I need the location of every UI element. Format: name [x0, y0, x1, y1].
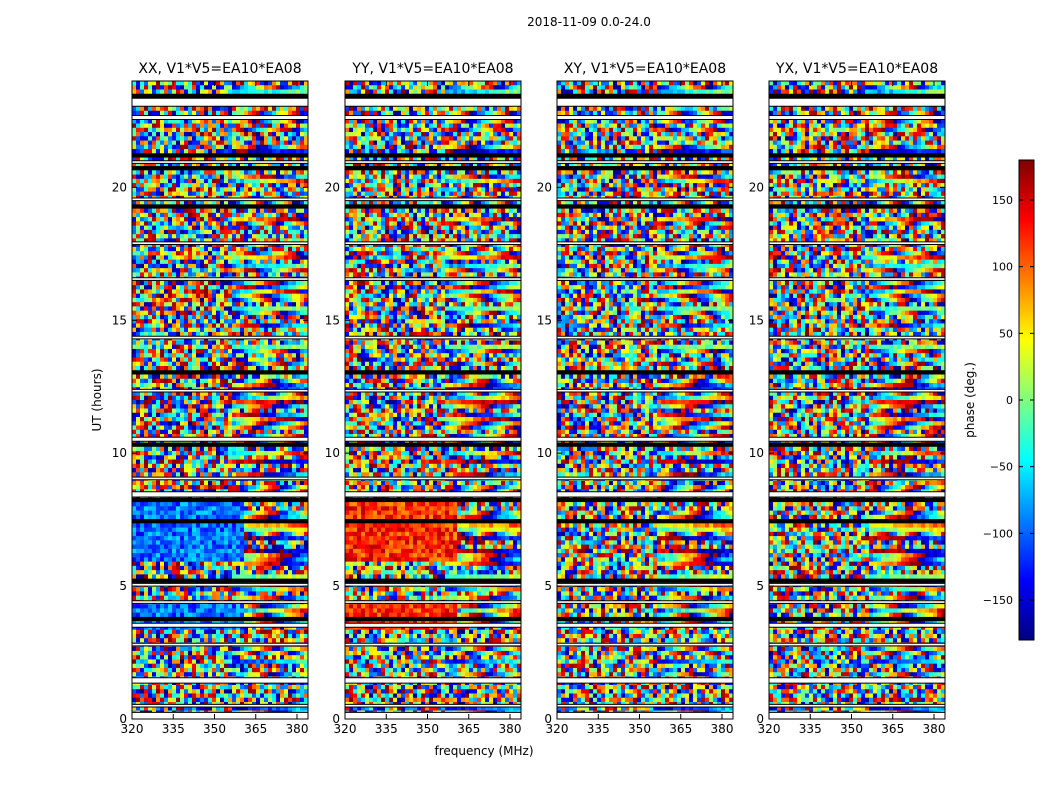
flagged-band	[769, 678, 945, 683]
flagged-band	[132, 437, 308, 441]
x-tick-label: 365	[669, 722, 692, 736]
flagged-band	[769, 712, 945, 719]
y-tick-label: 5	[544, 579, 552, 593]
colorbar-label: phase (deg.)	[963, 362, 977, 438]
flagged-band	[769, 116, 945, 120]
y-tick-label: 15	[537, 313, 552, 327]
flagged-band	[132, 678, 308, 683]
x-tick-label: 365	[881, 722, 904, 736]
x-tick-label: 335	[162, 722, 185, 736]
x-tick-label: 380	[711, 722, 734, 736]
y-tick-label: 20	[112, 180, 127, 194]
flagged-band	[557, 712, 733, 719]
panel-title: YY, V1*V5=EA10*EA08	[351, 61, 513, 77]
panel-title: XX, V1*V5=EA10*EA08	[138, 61, 301, 77]
y-tick-label: 20	[537, 180, 552, 194]
x-tick-label: 350	[416, 722, 439, 736]
y-tick-label: 10	[325, 446, 340, 460]
phase-image	[345, 81, 521, 719]
x-tick-label: 350	[628, 722, 651, 736]
flagged-band	[769, 492, 945, 497]
y-tick-label: 10	[537, 446, 552, 460]
y-tick-label: 15	[325, 313, 340, 327]
flagged-band	[345, 437, 521, 441]
flagged-band	[345, 678, 521, 683]
colorbar-tick-label: −100	[983, 527, 1013, 540]
flagged-band	[345, 98, 521, 106]
flagged-band	[557, 437, 733, 441]
flagged-band	[132, 116, 308, 120]
flagged-band	[345, 623, 521, 627]
phase-image	[769, 81, 945, 719]
y-tick-label: 5	[332, 579, 340, 593]
flagged-band	[557, 678, 733, 683]
colorbar: 150 100 50 0 −50 −100 −150 phase (deg.)	[963, 160, 1034, 640]
colorbar-tick-label: 0	[1006, 394, 1013, 407]
y-tick-label: 5	[119, 579, 127, 593]
x-tick-label: 380	[286, 722, 309, 736]
flagged-band	[769, 437, 945, 441]
flagged-band	[345, 492, 521, 497]
flagged-band	[132, 712, 308, 719]
y-tick-label: 15	[112, 313, 127, 327]
x-tick-label: 350	[203, 722, 226, 736]
colorbar-tick-label: −150	[983, 594, 1013, 607]
x-tick-label: 365	[244, 722, 267, 736]
x-tick-label: 335	[587, 722, 610, 736]
panel-title: XY, V1*V5=EA10*EA08	[564, 61, 726, 77]
y-tick-label: 20	[749, 180, 764, 194]
y-tick-label: 5	[756, 579, 764, 593]
x-tick-label: 365	[457, 722, 480, 736]
x-axis-label: frequency (MHz)	[434, 744, 533, 758]
phase-image	[557, 81, 733, 719]
flagged-band	[769, 98, 945, 106]
flagged-band	[132, 98, 308, 106]
x-tick-label: 335	[375, 722, 398, 736]
y-tick-label: 0	[544, 712, 552, 726]
x-tick-label: 380	[499, 722, 522, 736]
flagged-band	[132, 492, 308, 497]
flagged-band	[557, 492, 733, 497]
panel-title: YX, V1*V5=EA10*EA08	[775, 61, 938, 77]
y-tick-label: 20	[325, 180, 340, 194]
y-tick-label: 0	[756, 712, 764, 726]
x-tick-label: 350	[840, 722, 863, 736]
colorbar-tick-label: −50	[990, 461, 1013, 474]
y-tick-label: 10	[112, 446, 127, 460]
colorbar-tick-label: 100	[992, 261, 1013, 274]
colorbar-tick-label: 50	[999, 327, 1013, 340]
flagged-band	[557, 98, 733, 106]
flagged-band	[769, 623, 945, 627]
flagged-band	[132, 623, 308, 627]
colorbar-tick-label: 150	[992, 194, 1013, 207]
y-axis-label: UT (hours)	[90, 368, 104, 431]
x-tick-label: 380	[923, 722, 946, 736]
figure-title: 2018-11-09 0.0-24.0	[527, 15, 651, 29]
x-tick-label: 335	[799, 722, 822, 736]
flagged-band	[557, 116, 733, 120]
y-tick-label: 0	[119, 712, 127, 726]
y-tick-label: 15	[749, 313, 764, 327]
y-tick-label: 10	[749, 446, 764, 460]
flagged-band	[345, 712, 521, 719]
flagged-band	[345, 116, 521, 120]
flagged-band	[557, 623, 733, 627]
phase-image	[132, 81, 308, 719]
y-tick-label: 0	[332, 712, 340, 726]
